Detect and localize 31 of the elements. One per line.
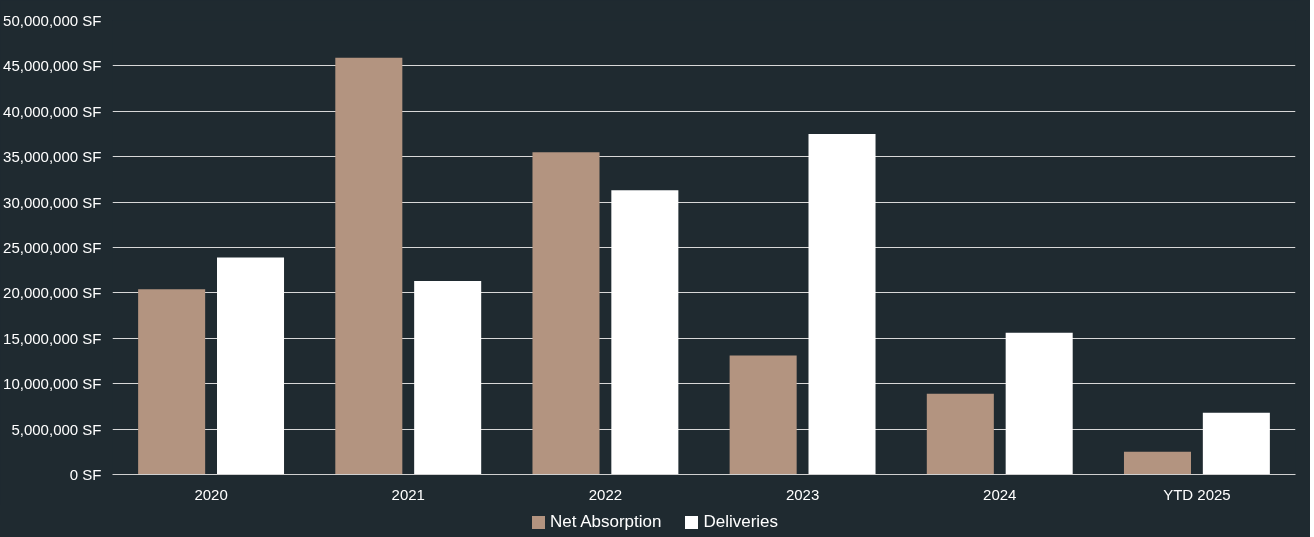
- y-tick-label: 10,000,000 SF: [3, 375, 102, 393]
- y-tick-label: 45,000,000 SF: [3, 57, 102, 75]
- x-tick-label: 2020: [194, 485, 228, 503]
- bar: [532, 152, 600, 475]
- x-tick-label: YTD 2025: [1163, 485, 1231, 503]
- bar: [335, 57, 403, 475]
- bar: [808, 134, 876, 475]
- x-tick-label: 2023: [785, 485, 820, 503]
- bar: [414, 281, 482, 475]
- y-tick-label: 40,000,000 SF: [3, 102, 102, 120]
- bar: [611, 190, 679, 475]
- legend-label: Net Absorption: [548, 511, 662, 533]
- y-tick-label: 5,000,000 SF: [11, 420, 102, 438]
- y-tick-label: 20,000,000 SF: [3, 284, 102, 302]
- legend-label: Deliveries: [702, 511, 779, 533]
- bar: [926, 393, 994, 475]
- y-tick-label: 50,000,000 SF: [3, 12, 102, 29]
- y-tick-label: 15,000,000 SF: [3, 329, 102, 347]
- bar: [1202, 412, 1270, 475]
- x-tick-label: 2022: [588, 485, 623, 503]
- bar: [1123, 451, 1191, 475]
- y-tick-label: 25,000,000 SF: [3, 239, 102, 256]
- x-tick-label: 2021: [391, 485, 425, 503]
- y-tick-label: 0 SF: [69, 466, 102, 483]
- bar: [217, 257, 285, 475]
- y-tick-label: 30,000,000 SF: [3, 193, 102, 211]
- x-tick-label: 2024: [983, 485, 1017, 503]
- bar: [1005, 332, 1073, 475]
- bar: [138, 289, 206, 475]
- bar: [729, 355, 797, 475]
- y-tick-label: 35,000,000 SF: [3, 148, 102, 166]
